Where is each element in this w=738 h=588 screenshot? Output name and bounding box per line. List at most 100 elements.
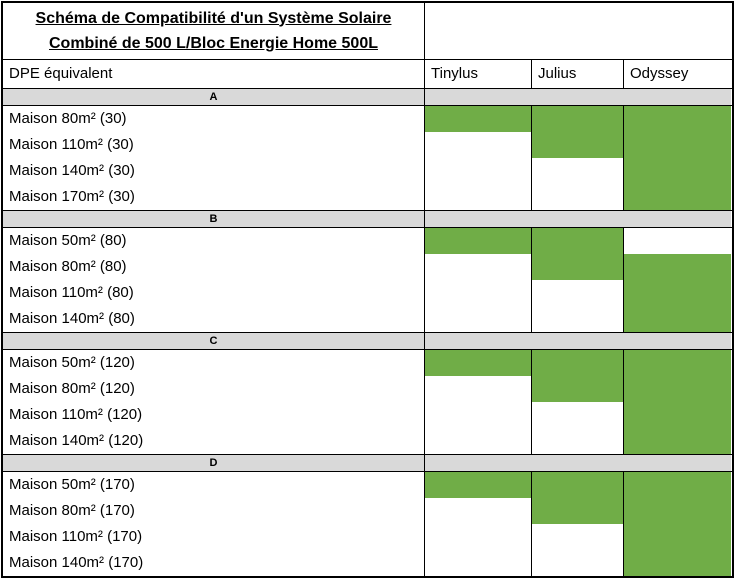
house-row-label: Maison 50m² (120) <box>9 354 135 371</box>
section-band-spacer <box>424 89 731 105</box>
house-row-label: Maison 80m² (170) <box>9 502 135 519</box>
compat-column-julius <box>531 228 623 332</box>
table-title-line1: Schéma de Compatibilité d'un Système Sol… <box>35 9 392 27</box>
compatible-cell <box>532 498 623 524</box>
header-row: DPE équivalent Tinylus Julius Odyssey <box>3 60 732 88</box>
house-row-label: Maison 80m² (30) <box>9 110 127 127</box>
incompatible-cell <box>425 132 531 158</box>
section-body-row: Maison 50m² (170) Maison 80m² (170) Maison… <box>3 472 732 576</box>
section-label: A <box>3 89 424 105</box>
incompatible-cell <box>425 280 531 306</box>
section-body-row: Maison 50m² (80) Maison 80m² (80) Maison 1… <box>3 228 732 332</box>
header-column-julius: Julius <box>531 60 623 88</box>
compatible-cell <box>624 306 731 332</box>
compat-column-julius <box>531 350 623 454</box>
compatible-cell <box>532 376 623 402</box>
compat-column-odyssey <box>623 106 731 210</box>
section-label: D <box>3 455 424 471</box>
compatible-cell <box>624 376 731 402</box>
house-row-label: Maison 50m² (170) <box>9 476 135 493</box>
house-row-label: Maison 140m² (170) <box>9 554 144 571</box>
row-labels-column: Maison 80m² (30) Maison 110m² (30) Maison … <box>3 106 424 210</box>
house-row-label: Maison 140m² (80) <box>9 310 135 327</box>
compat-column-tinylus <box>424 106 531 210</box>
incompatible-cell <box>624 228 731 254</box>
section-band-row: C <box>3 332 732 350</box>
incompatible-cell <box>425 184 531 210</box>
compatible-cell <box>532 132 623 158</box>
house-row-label: Maison 80m² (80) <box>9 258 127 275</box>
incompatible-cell <box>532 280 623 306</box>
compatible-cell <box>532 350 623 376</box>
house-row-label: Maison 110m² (120) <box>9 406 143 423</box>
house-row-label: Maison 140m² (30) <box>9 162 135 179</box>
header-dpe-label: DPE équivalent <box>9 65 113 82</box>
compat-column-julius <box>531 472 623 576</box>
compatible-cell <box>425 106 531 132</box>
section-band-spacer <box>424 455 731 471</box>
compatible-cell <box>624 280 731 306</box>
compatible-cell <box>425 228 531 254</box>
house-row-label: Maison 110m² (170) <box>9 528 143 545</box>
section-band-spacer <box>424 333 731 349</box>
compatible-cell <box>425 350 531 376</box>
compat-column-tinylus <box>424 350 531 454</box>
incompatible-cell <box>425 254 531 280</box>
section-band-row: A <box>3 88 732 106</box>
compat-column-odyssey <box>623 472 731 576</box>
row-labels-column: Maison 50m² (80) Maison 80m² (80) Maison 1… <box>3 228 424 332</box>
section-band-spacer <box>424 211 731 227</box>
incompatible-cell <box>425 158 531 184</box>
compat-column-odyssey <box>623 228 731 332</box>
incompatible-cell <box>425 550 531 576</box>
house-row-label: Maison 170m² (30) <box>9 188 135 205</box>
section-band-row: B <box>3 210 732 228</box>
section-label: B <box>3 211 424 227</box>
section-label: C <box>3 333 424 349</box>
compatible-cell <box>425 472 531 498</box>
house-row-label: Maison 110m² (80) <box>9 284 134 301</box>
row-labels-column: Maison 50m² (120) Maison 80m² (120) Maison… <box>3 350 424 454</box>
title-spacer-cell <box>424 3 731 59</box>
compatible-cell <box>624 184 731 210</box>
compat-column-tinylus <box>424 472 531 576</box>
compatible-cell <box>532 228 623 254</box>
sections: A Maison 80m² (30) Maison 110m² (30) Maiso… <box>3 88 732 576</box>
house-row-label: Maison 140m² (120) <box>9 432 144 449</box>
compat-column-tinylus <box>424 228 531 332</box>
compatible-cell <box>624 350 731 376</box>
incompatible-cell <box>425 524 531 550</box>
incompatible-cell <box>532 158 623 184</box>
incompatible-cell <box>532 428 623 454</box>
section-body-row: Maison 80m² (30) Maison 110m² (30) Maison … <box>3 106 732 210</box>
compat-column-julius <box>531 106 623 210</box>
table-title-line2: Combiné de 500 L/Bloc Energie Home 500L <box>49 34 378 52</box>
house-row-label: Maison 80m² (120) <box>9 380 135 397</box>
compatible-cell <box>624 106 731 132</box>
incompatible-cell <box>532 550 623 576</box>
compatible-cell <box>532 106 623 132</box>
compatible-cell <box>624 132 731 158</box>
incompatible-cell <box>425 428 531 454</box>
compatible-cell <box>624 254 731 280</box>
row-labels-column: Maison 50m² (170) Maison 80m² (170) Maison… <box>3 472 424 576</box>
compatible-cell <box>624 472 731 498</box>
header-column-tinylus: Tinylus <box>424 60 531 88</box>
compatible-cell <box>624 524 731 550</box>
compat-column-odyssey <box>623 350 731 454</box>
incompatible-cell <box>425 376 531 402</box>
incompatible-cell <box>532 306 623 332</box>
incompatible-cell <box>425 402 531 428</box>
incompatible-cell <box>532 184 623 210</box>
title-row: Schéma de Compatibilité d'un Système Sol… <box>3 3 732 60</box>
section-band-row: D <box>3 454 732 472</box>
compatible-cell <box>532 254 623 280</box>
section-body-row: Maison 50m² (120) Maison 80m² (120) Maison… <box>3 350 732 454</box>
compatibility-table: Schéma de Compatibilité d'un Système Sol… <box>1 1 734 578</box>
header-column-odyssey: Odyssey <box>623 60 731 88</box>
incompatible-cell <box>532 524 623 550</box>
compatible-cell <box>624 498 731 524</box>
compatible-cell <box>624 550 731 576</box>
house-row-label: Maison 110m² (30) <box>9 136 134 153</box>
incompatible-cell <box>425 498 531 524</box>
